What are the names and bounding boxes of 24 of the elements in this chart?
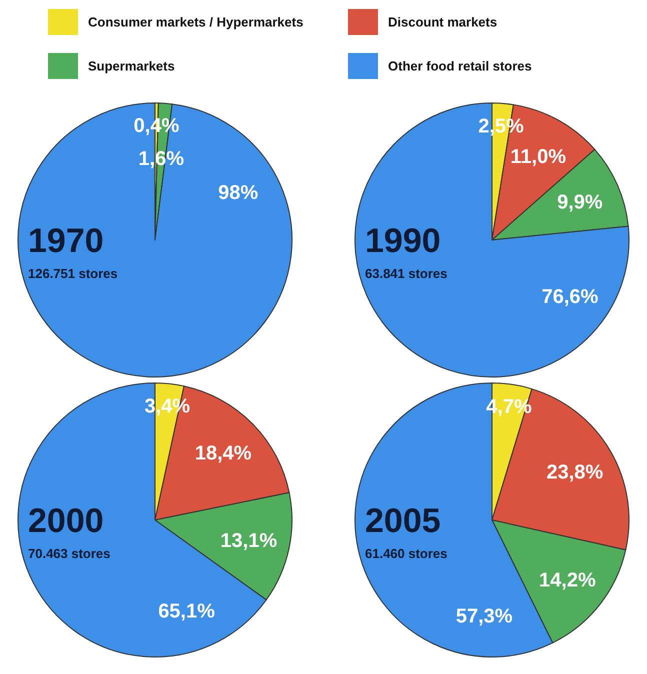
data-label: 65,1% bbox=[158, 600, 216, 623]
data-label: 14,2% bbox=[539, 569, 596, 592]
text: 1990 bbox=[365, 222, 441, 260]
text: 1970 bbox=[28, 222, 104, 260]
data-label: 13,1% bbox=[220, 530, 278, 552]
pie-slice bbox=[18, 102, 292, 378]
text: 2000 bbox=[28, 502, 104, 540]
text: 63.841 stores bbox=[365, 266, 448, 281]
data-label: 9,9% bbox=[557, 192, 603, 214]
text: 126.751 stores bbox=[28, 266, 118, 281]
data-label: 18,4% bbox=[194, 442, 252, 465]
data-label: 57,3% bbox=[456, 606, 513, 628]
data-label: 76,6% bbox=[542, 286, 599, 308]
text: 2005 bbox=[365, 502, 441, 540]
legend-label: Supermarkets bbox=[88, 58, 175, 74]
legend-label: Consumer markets / Hypermarkets bbox=[88, 14, 304, 30]
pie-slice bbox=[354, 102, 630, 378]
legend-label: Other food retail stores bbox=[388, 58, 532, 74]
legend-label: Discount markets bbox=[388, 14, 498, 30]
text: 70.463 stores bbox=[28, 546, 110, 561]
data-label: 98% bbox=[218, 182, 258, 204]
data-label: 11,0% bbox=[510, 146, 566, 168]
text: 61.460 stores bbox=[365, 546, 448, 561]
data-label: 23,8% bbox=[546, 462, 604, 484]
